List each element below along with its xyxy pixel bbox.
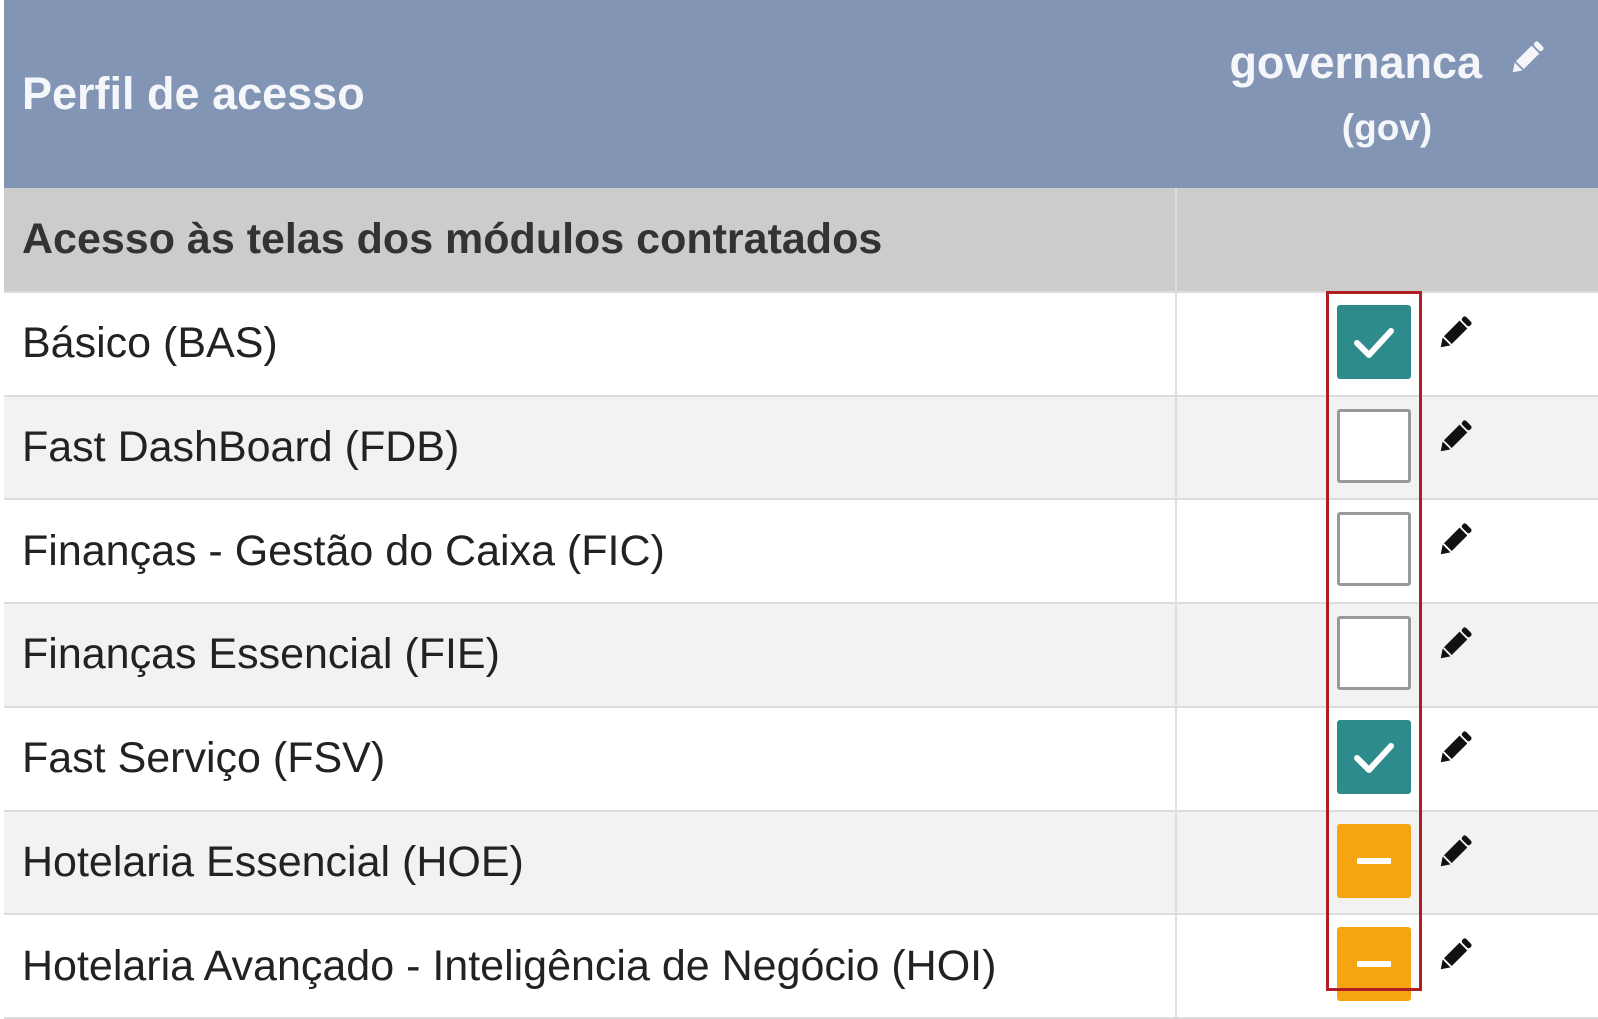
access-profile-column-header: Perfil de acesso — [4, 0, 1176, 188]
minus-icon — [1357, 857, 1391, 864]
table-row: Fast DashBoard (FDB) — [4, 395, 1598, 501]
edit-pencil-icon[interactable] — [1433, 415, 1477, 464]
permission-cell — [1176, 499, 1598, 604]
module-label: Fast Serviço (FSV) — [4, 706, 1177, 812]
permission-checkbox[interactable] — [1337, 408, 1411, 483]
permission-checkbox[interactable] — [1337, 927, 1411, 1002]
table-row: Hotelaria Avançado - Inteligência de Neg… — [4, 914, 1598, 1019]
profile-column-header: governanca (gov) — [1176, 0, 1598, 188]
permission-checkbox[interactable] — [1337, 304, 1411, 379]
check-icon — [1354, 742, 1394, 773]
table-header: Perfil de acesso governanca — [4, 0, 1598, 188]
table-row: Fast Serviço (FSV) — [4, 706, 1598, 812]
edit-pencil-icon[interactable] — [1433, 622, 1477, 671]
permission-cell — [1176, 603, 1598, 708]
permission-cell — [1176, 810, 1598, 916]
table-row: Finanças - Gestão do Caixa (FIC) — [4, 499, 1598, 604]
permission-checkbox[interactable] — [1337, 616, 1411, 690]
permission-cell — [1176, 291, 1598, 397]
module-label: Hotelaria Essencial (HOE) — [4, 810, 1177, 916]
profile-code: (gov) — [1341, 107, 1433, 148]
edit-profile-pencil-icon[interactable] — [1505, 32, 1549, 98]
permission-cell — [1176, 395, 1598, 501]
edit-pencil-icon[interactable] — [1433, 830, 1477, 879]
edit-pencil-icon[interactable] — [1433, 311, 1477, 360]
permission-checkbox[interactable] — [1337, 823, 1411, 898]
permission-cell — [1176, 914, 1598, 1019]
table-row: Hotelaria Essencial (HOE) — [4, 810, 1598, 916]
module-label: Hotelaria Avançado - Inteligência de Neg… — [4, 914, 1177, 1019]
permissions-table: Perfil de acesso governanca — [4, 0, 1598, 1019]
module-label: Básico (BAS) — [4, 291, 1177, 397]
section-title: Acesso às telas dos módulos contratados — [4, 188, 1177, 293]
permission-checkbox[interactable] — [1337, 512, 1411, 587]
section-profile-cell — [1176, 188, 1598, 293]
module-label: Fast DashBoard (FDB) — [4, 395, 1177, 501]
permission-cell — [1176, 706, 1598, 812]
edit-pencil-icon[interactable] — [1433, 518, 1477, 567]
table-row: Finanças Essencial (FIE) — [4, 603, 1598, 708]
permission-checkbox[interactable] — [1337, 719, 1411, 794]
check-icon — [1354, 327, 1394, 358]
profile-name: governanca — [1229, 37, 1483, 88]
edit-pencil-icon[interactable] — [1433, 726, 1477, 775]
module-label: Finanças - Gestão do Caixa (FIC) — [4, 499, 1177, 604]
table-row: Básico (BAS) — [4, 291, 1598, 397]
minus-icon — [1357, 961, 1391, 968]
module-label: Finanças Essencial (FIE) — [4, 603, 1177, 708]
edit-pencil-icon[interactable] — [1433, 933, 1477, 982]
section-row: Acesso às telas dos módulos contratados — [4, 188, 1598, 293]
